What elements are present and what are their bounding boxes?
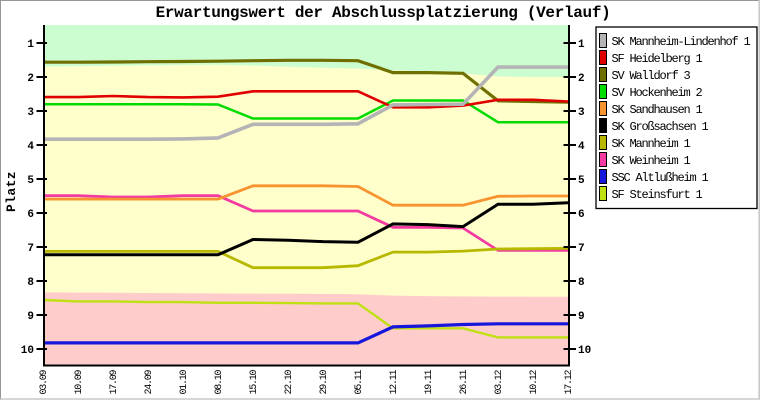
- svg-text:24.09: 24.09: [144, 369, 155, 394]
- svg-text:6: 6: [578, 209, 585, 221]
- svg-text:12.11: 12.11: [389, 369, 400, 394]
- svg-text:10.09: 10.09: [74, 369, 85, 394]
- svg-text:19.11: 19.11: [424, 369, 435, 394]
- svg-text:2: 2: [578, 73, 585, 85]
- svg-text:10: 10: [21, 345, 34, 357]
- svg-text:3: 3: [27, 107, 34, 119]
- svg-text:7: 7: [27, 243, 34, 255]
- svg-text:SK Weinheim 1: SK Weinheim 1: [612, 154, 691, 168]
- svg-text:10: 10: [578, 345, 591, 357]
- svg-text:03.09: 03.09: [39, 369, 50, 394]
- svg-text:5: 5: [27, 175, 34, 187]
- svg-text:9: 9: [578, 311, 585, 323]
- svg-text:SF Heidelberg 1: SF Heidelberg 1: [612, 52, 703, 66]
- svg-text:7: 7: [578, 243, 585, 255]
- svg-text:1: 1: [27, 39, 34, 51]
- svg-text:6: 6: [27, 209, 34, 221]
- svg-text:4: 4: [27, 141, 34, 153]
- svg-text:10.12: 10.12: [529, 369, 540, 394]
- svg-text:03.12: 03.12: [494, 369, 505, 394]
- svg-text:1: 1: [578, 39, 585, 51]
- svg-text:15.10: 15.10: [249, 369, 260, 394]
- svg-text:SK Großsachsen 1: SK Großsachsen 1: [612, 120, 709, 134]
- svg-text:4: 4: [578, 141, 585, 153]
- svg-text:SSC Altlußheim 1: SSC Altlußheim 1: [612, 171, 709, 185]
- svg-text:3: 3: [578, 107, 585, 119]
- svg-text:SK Mannheim-Lindenhof 1: SK Mannheim-Lindenhof 1: [612, 35, 751, 49]
- svg-text:9: 9: [27, 311, 34, 323]
- svg-text:29.10: 29.10: [319, 369, 330, 394]
- svg-text:17.12: 17.12: [564, 369, 575, 394]
- svg-text:Erwartungswert der Abschlusspl: Erwartungswert der Abschlussplatzierung …: [156, 4, 611, 22]
- svg-text:SV Hockenheim 2: SV Hockenheim 2: [612, 86, 703, 100]
- svg-text:SV Walldorf 3: SV Walldorf 3: [612, 69, 691, 83]
- svg-text:SK Sandhausen 1: SK Sandhausen 1: [612, 103, 703, 117]
- svg-text:5: 5: [578, 175, 585, 187]
- svg-text:8: 8: [578, 277, 585, 289]
- svg-text:Platz: Platz: [4, 171, 19, 212]
- svg-text:8: 8: [27, 277, 34, 289]
- svg-text:22.10: 22.10: [284, 369, 295, 394]
- svg-text:01.10: 01.10: [179, 369, 190, 394]
- svg-text:05.11: 05.11: [354, 369, 365, 394]
- svg-text:SK Mannheim 1: SK Mannheim 1: [612, 137, 691, 151]
- svg-text:2: 2: [27, 73, 34, 85]
- svg-text:26.11: 26.11: [459, 369, 470, 394]
- svg-text:17.09: 17.09: [109, 369, 120, 394]
- svg-text:SF Steinsfurt 1: SF Steinsfurt 1: [612, 188, 703, 202]
- svg-text:08.10: 08.10: [214, 369, 225, 394]
